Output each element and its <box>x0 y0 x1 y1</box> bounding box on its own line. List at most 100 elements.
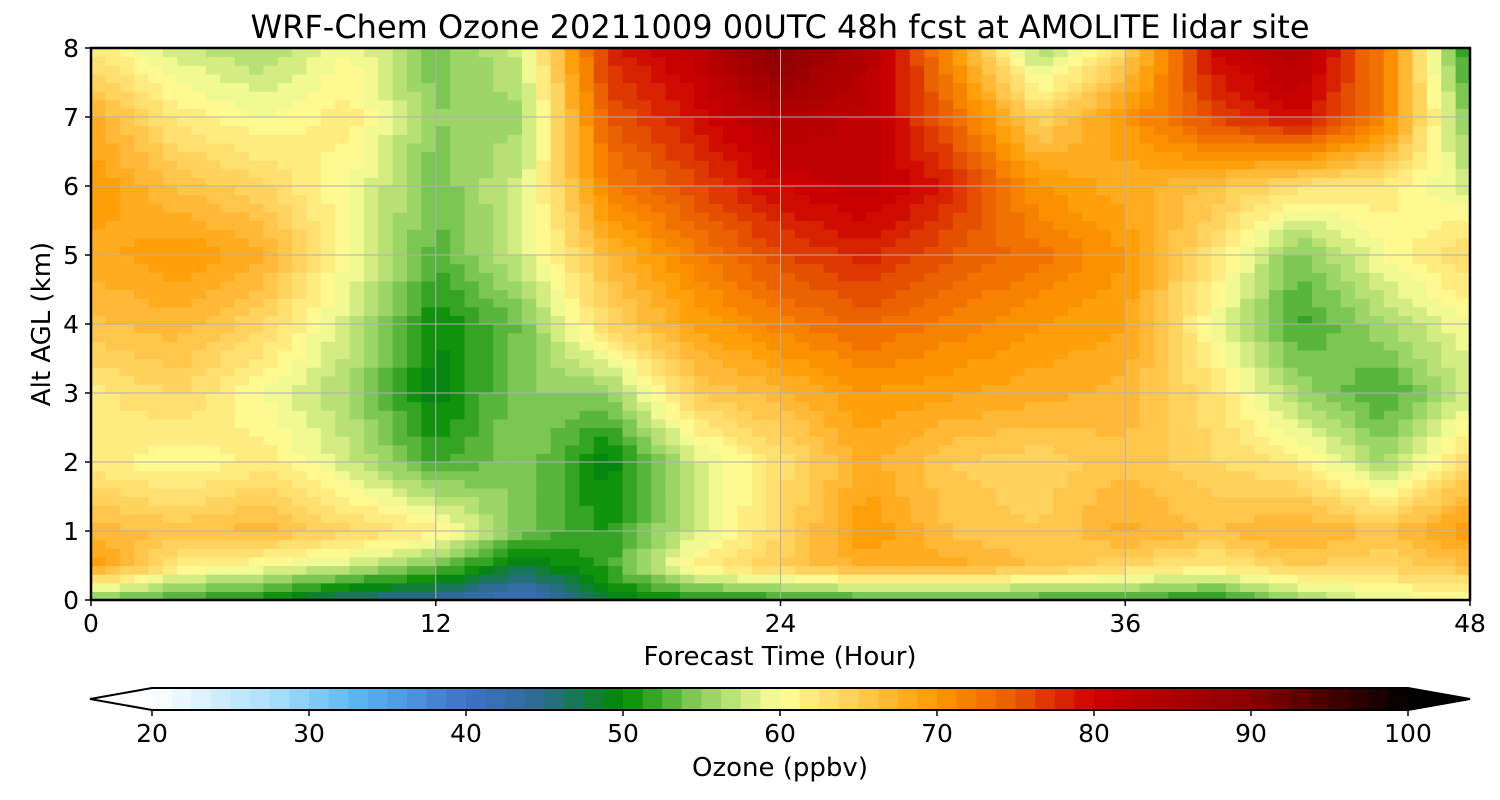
heatmap-cell <box>148 367 164 377</box>
heatmap-cell <box>909 436 925 446</box>
heatmap-cell <box>306 332 322 342</box>
heatmap-cell <box>636 315 652 325</box>
heatmap-cell <box>1110 168 1126 178</box>
heatmap-cell <box>1311 229 1327 239</box>
heatmap-cell <box>91 194 106 204</box>
heatmap-cell <box>335 272 351 282</box>
heatmap-cell <box>909 487 925 498</box>
heatmap-cell <box>1240 324 1256 334</box>
heatmap-cell <box>823 211 839 222</box>
heatmap-cell <box>1283 496 1299 506</box>
heatmap-cell <box>1197 280 1213 291</box>
heatmap-cell <box>679 255 695 265</box>
heatmap-cell <box>1024 160 1040 170</box>
heatmap-cell <box>493 522 509 532</box>
heatmap-cell <box>1426 384 1442 394</box>
heatmap-cell <box>852 203 868 213</box>
heatmap-cell <box>1398 462 1414 472</box>
heatmap-cell <box>1039 539 1055 549</box>
heatmap-cell <box>363 453 379 463</box>
heatmap-cell <box>723 160 738 170</box>
heatmap-cell <box>521 358 537 368</box>
heatmap-cell <box>1326 539 1342 549</box>
heatmap-cell <box>938 582 954 592</box>
heatmap-cell <box>1383 220 1399 230</box>
heatmap-cell <box>938 160 954 170</box>
heatmap-cell <box>105 565 121 575</box>
heatmap-cell <box>1168 177 1184 187</box>
heatmap-cell <box>493 349 509 360</box>
heatmap-cell <box>1369 263 1385 273</box>
heatmap-cell <box>924 220 940 230</box>
heatmap-cell <box>837 427 853 437</box>
heatmap-cell <box>1283 479 1299 489</box>
heatmap-cell <box>349 272 365 282</box>
heatmap-cell <box>608 306 624 316</box>
heatmap-cell <box>220 160 236 170</box>
heatmap-cell <box>723 255 738 265</box>
heatmap-cell <box>1455 548 1471 558</box>
heatmap-cell <box>1082 229 1098 239</box>
heatmap-cell <box>1355 496 1371 506</box>
heatmap-cell <box>1039 367 1055 377</box>
heatmap-cell <box>708 427 724 437</box>
heatmap-cell <box>234 367 250 377</box>
heatmap-cell <box>579 470 595 480</box>
heatmap-cell <box>392 393 408 403</box>
heatmap-cell <box>794 324 810 334</box>
heatmap-cell <box>622 177 638 187</box>
heatmap-cell <box>220 324 236 334</box>
heatmap-cell <box>1211 211 1227 222</box>
heatmap-cell <box>335 462 351 472</box>
heatmap-cell <box>478 384 494 394</box>
heatmap-cell <box>91 324 106 334</box>
heatmap-cell <box>306 444 322 454</box>
heatmap-cell <box>967 565 983 575</box>
heatmap-cell <box>335 487 351 498</box>
heatmap-cell <box>1182 591 1198 601</box>
heatmap-cell <box>565 522 580 532</box>
heatmap-cell <box>1067 211 1083 222</box>
heatmap-cell <box>119 479 135 489</box>
heatmap-cell <box>450 531 466 541</box>
heatmap-cell <box>1297 513 1313 523</box>
heatmap-cell <box>349 246 365 256</box>
heatmap-cell <box>536 505 552 515</box>
heatmap-cell <box>148 177 164 187</box>
heatmap-cell <box>378 574 394 584</box>
heatmap-cell <box>249 263 264 273</box>
heatmap-cell <box>478 263 494 273</box>
heatmap-cell <box>536 289 552 299</box>
heatmap-cell <box>536 436 552 446</box>
heatmap-cell <box>277 556 293 567</box>
heatmap-cell <box>1297 186 1313 196</box>
heatmap-cell <box>794 246 810 256</box>
heatmap-cell <box>938 332 954 342</box>
heatmap-cell <box>1311 160 1327 170</box>
heatmap-cell <box>249 229 264 239</box>
heatmap-cell <box>866 427 882 437</box>
heatmap-cell <box>105 522 121 532</box>
heatmap-cell <box>292 505 308 515</box>
heatmap-cell <box>852 349 868 360</box>
heatmap-cell <box>205 410 221 420</box>
heatmap-cell <box>119 393 135 403</box>
heatmap-cell <box>665 591 681 601</box>
heatmap-cell <box>909 479 925 489</box>
heatmap-cell <box>1182 298 1198 308</box>
heatmap-cell <box>1139 306 1155 316</box>
heatmap-cell <box>1168 186 1184 196</box>
heatmap-cell <box>119 220 135 230</box>
heatmap-cell <box>1197 220 1213 230</box>
heatmap-cell <box>780 211 796 222</box>
heatmap-cell <box>134 306 150 316</box>
heatmap-cell <box>852 160 868 170</box>
heatmap-cell <box>550 220 566 230</box>
heatmap-cell <box>1412 263 1428 273</box>
heatmap-cell <box>881 168 897 178</box>
heatmap-cell <box>636 453 652 463</box>
heatmap-cell <box>565 539 580 549</box>
heatmap-cell <box>1412 186 1428 196</box>
heatmap-cell <box>1254 324 1270 334</box>
heatmap-cell <box>148 393 164 403</box>
